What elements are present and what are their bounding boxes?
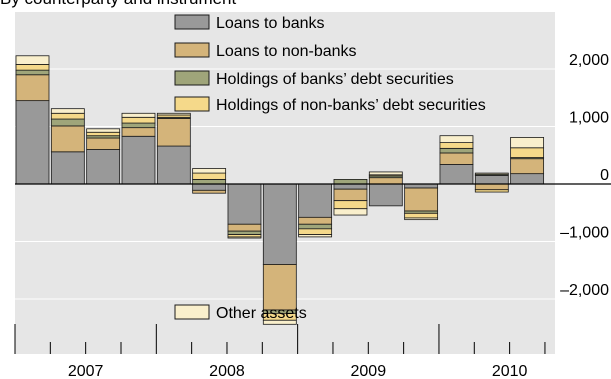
bar-segment-holdings-of-banks-debt-securities (439, 147, 474, 154)
y-tick-label: –1,000 (560, 225, 609, 242)
bar-segment-loans-to-banks (510, 173, 545, 185)
y-tick-label: 2,000 (569, 52, 609, 69)
legend-item-holdings-of-non-banks-debt-securities: Holdings of non-banks’ debt securities (174, 96, 486, 114)
bar-segment-loans-to-banks (227, 183, 262, 225)
bar-segment-loans-to-non-banks (439, 152, 474, 165)
legend-label: Other assets (216, 305, 307, 322)
legend-item-other-assets: Other assets (174, 304, 307, 322)
bar-segment-loans-to-non-banks (50, 125, 85, 153)
bar-segment-other-assets (156, 112, 191, 116)
bar-segment-holdings-of-banks-debt-securities (227, 230, 262, 235)
x-tick-label: 2009 (351, 363, 387, 379)
bar-segment-loans-to-banks (439, 164, 474, 185)
bar-segment-holdings-of-banks-debt-securities (15, 69, 50, 76)
bar-segment-holdings-of-non-banks-debt-securities (86, 131, 121, 137)
bar-segment-other-assets (86, 128, 121, 133)
x-tick-label: 2010 (492, 363, 528, 379)
legend-label: Holdings of non-banks’ debt securities (216, 97, 486, 114)
bar-segment-loans-to-non-banks (510, 158, 545, 175)
bar-segment-loans-to-banks (86, 149, 121, 185)
bar-segment-loans-to-banks (50, 151, 85, 185)
chart-subtitle: By counterparty and instrument (0, 0, 236, 9)
legend-swatch (174, 42, 210, 58)
bar-segment-loans-to-non-banks (192, 189, 227, 194)
bar-segment-other-assets (15, 55, 50, 65)
bar-segment-loans-to-non-banks (368, 177, 403, 185)
bar-segment-other-assets (298, 234, 333, 238)
y-tick-label: –2,000 (560, 282, 609, 299)
bar-segment-loans-to-non-banks (333, 188, 368, 202)
bar-segment-other-assets (368, 171, 403, 176)
legend-swatch (174, 304, 210, 320)
bar-segment-loans-to-non-banks (227, 223, 262, 232)
bar-segment-holdings-of-non-banks-debt-securities (439, 142, 474, 149)
bar-segment-loans-to-non-banks (86, 137, 121, 150)
bar-segment-loans-to-banks (404, 183, 439, 189)
bar-segment-loans-to-non-banks (404, 187, 439, 212)
legend-swatch (174, 70, 210, 86)
bar-segment-holdings-of-banks-debt-securities (298, 223, 333, 230)
legend-item-loans-to-banks: Loans to banks (174, 14, 325, 32)
bar-segment-holdings-of-banks-debt-securities (333, 178, 368, 185)
bar-segment-other-assets (439, 135, 474, 143)
bar-segment-loans-to-non-banks (15, 74, 50, 102)
y-tick-label: 1,000 (569, 110, 609, 127)
bar-segment-loans-to-non-banks (262, 264, 297, 311)
legend-item-holdings-of-banks-debt-securities: Holdings of banks’ debt securities (174, 70, 454, 88)
bar-segment-loans-to-banks (192, 183, 227, 191)
bar-segment-other-assets (121, 112, 156, 118)
bar-segment-holdings-of-non-banks-debt-securities (298, 228, 333, 236)
bar-segment-other-assets (50, 108, 85, 114)
bar-segment-other-assets (227, 236, 262, 239)
bar-segment-other-assets (474, 172, 509, 175)
bar-segment-holdings-of-banks-debt-securities (50, 118, 85, 127)
bar-segment-loans-to-banks (368, 183, 403, 207)
bar-segment-holdings-of-banks-debt-securities (192, 178, 227, 185)
legend-label: Loans to banks (216, 15, 325, 32)
x-tick-label: 2007 (68, 363, 104, 379)
bar-segment-loans-to-banks (15, 100, 50, 185)
legend-item-loans-to-non-banks: Loans to non-banks (174, 42, 357, 60)
bar-segment-other-assets (404, 217, 439, 221)
bar-segment-holdings-of-non-banks-debt-securities (333, 200, 368, 210)
bar-segment-holdings-of-non-banks-debt-securities (50, 112, 85, 120)
bar-segment-loans-to-non-banks (156, 118, 191, 147)
bar-segment-loans-to-non-banks (474, 183, 509, 191)
bar-segment-holdings-of-non-banks-debt-securities (121, 116, 156, 124)
y-tick-label: 0 (600, 167, 609, 184)
bar-segment-loans-to-banks (121, 135, 156, 185)
bar-segment-holdings-of-non-banks-debt-securities (192, 172, 227, 180)
bar-segment-holdings-of-non-banks-debt-securities (404, 212, 439, 219)
bar-segment-loans-to-non-banks (121, 127, 156, 137)
bar-segment-loans-to-banks (262, 183, 297, 265)
bar-segment-other-assets (510, 137, 545, 149)
bar-segment-other-assets (262, 319, 297, 325)
bar-segment-holdings-of-non-banks-debt-securities (15, 64, 50, 71)
bar-segment-other-assets (333, 208, 368, 216)
bar-segment-loans-to-banks (474, 174, 509, 185)
bar-segment-loans-to-banks (298, 183, 333, 218)
legend-swatch (174, 96, 210, 112)
legend-swatch (174, 14, 210, 30)
legend-label: Holdings of banks’ debt securities (216, 71, 454, 88)
bar-segment-holdings-of-non-banks-debt-securities (510, 147, 545, 158)
bar-segment-loans-to-non-banks (298, 216, 333, 225)
bar-segment-other-assets (192, 168, 227, 174)
bar-segment-loans-to-banks (333, 183, 368, 190)
bar-segment-holdings-of-non-banks-debt-securities (474, 189, 509, 193)
bar-segment-holdings-of-banks-debt-securities (121, 122, 156, 129)
bar-segment-loans-to-banks (156, 145, 191, 185)
x-tick-label: 2008 (209, 363, 245, 379)
legend-label: Loans to non-banks (216, 43, 357, 60)
